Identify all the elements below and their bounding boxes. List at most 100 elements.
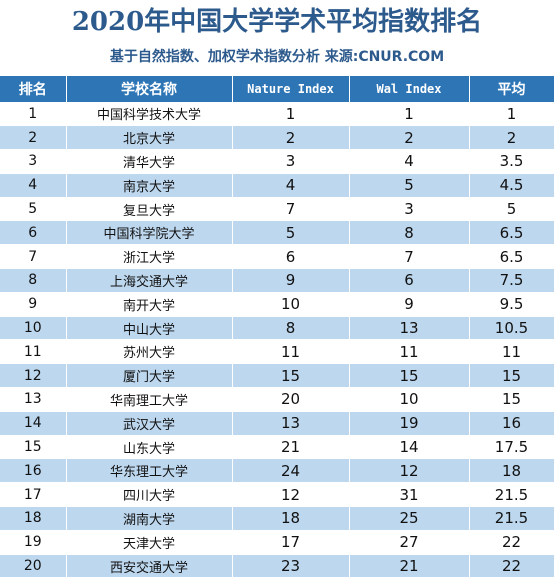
rank-cell: 1 — [0, 102, 67, 127]
page-title: 2020年中国大学学术平均指数排名 — [71, 7, 483, 37]
average-cell: 7.5 — [469, 268, 554, 293]
header-average: 平均 — [469, 76, 554, 102]
nature-index-cell: 15 — [232, 363, 350, 389]
nature-index-cell: 6 — [232, 244, 350, 270]
wal-index-cell: 9 — [349, 292, 470, 317]
header-school: 学校名称 — [66, 76, 233, 102]
table-row: 13 华南理工大学 20 10 15 — [0, 387, 554, 412]
header-rank: 排名 — [0, 76, 67, 102]
wal-index-cell: 27 — [349, 530, 470, 555]
school-cell: 苏州大学 — [66, 339, 233, 365]
average-cell: 6.5 — [469, 244, 554, 270]
school-cell: 复旦大学 — [66, 197, 233, 222]
school-cell: 西安交通大学 — [66, 554, 233, 579]
average-cell: 6.5 — [469, 220, 554, 246]
table-row: 15 山东大学 21 14 17.5 — [0, 435, 554, 460]
rank-cell: 2 — [0, 125, 67, 151]
wal-index-cell: 2 — [349, 125, 470, 151]
rank-cell: 13 — [0, 387, 67, 412]
nature-index-cell: 2 — [232, 125, 350, 151]
rank-cell: 11 — [0, 339, 67, 365]
wal-index-cell: 4 — [349, 149, 470, 174]
table-row: 10 中山大学 8 13 10.5 — [0, 316, 554, 341]
header-wal-index: Wal Index — [349, 76, 470, 102]
school-cell: 浙江大学 — [66, 244, 233, 270]
wal-index-cell: 25 — [349, 506, 470, 531]
rank-cell: 12 — [0, 363, 67, 389]
wal-index-cell: 3 — [349, 197, 470, 222]
wal-index-cell: 11 — [349, 339, 470, 365]
table-row: 1 中国科学技术大学 1 1 1 — [0, 102, 554, 127]
table-row: 3 清华大学 3 4 3.5 — [0, 149, 554, 174]
average-cell: 17.5 — [469, 435, 554, 460]
nature-index-cell: 9 — [232, 268, 350, 293]
table-row: 9 南开大学 10 9 9.5 — [0, 292, 554, 317]
rank-cell: 15 — [0, 435, 67, 460]
school-cell: 南开大学 — [66, 292, 233, 317]
wal-index-cell: 31 — [349, 482, 470, 508]
wal-index-cell: 8 — [349, 220, 470, 246]
table-row: 7 浙江大学 6 7 6.5 — [0, 244, 554, 270]
table-row: 16 华东理工大学 24 12 18 — [0, 458, 554, 484]
average-cell: 2 — [469, 125, 554, 151]
wal-index-cell: 6 — [349, 268, 470, 293]
average-cell: 15 — [469, 363, 554, 389]
nature-index-cell: 24 — [232, 458, 350, 484]
average-cell: 5 — [469, 197, 554, 222]
rank-cell: 3 — [0, 149, 67, 174]
average-cell: 16 — [469, 411, 554, 436]
wal-index-cell: 5 — [349, 173, 470, 198]
school-cell: 湖南大学 — [66, 506, 233, 531]
average-cell: 21.5 — [469, 506, 554, 531]
rank-cell: 18 — [0, 506, 67, 531]
wal-index-cell: 7 — [349, 244, 470, 270]
header-nature-index: Nature Index — [232, 76, 350, 102]
rank-cell: 19 — [0, 530, 67, 555]
school-cell: 南京大学 — [66, 173, 233, 198]
rank-cell: 10 — [0, 316, 67, 341]
nature-index-cell: 4 — [232, 173, 350, 198]
average-cell: 4.5 — [469, 173, 554, 198]
nature-index-cell: 7 — [232, 197, 350, 222]
wal-index-cell: 21 — [349, 554, 470, 579]
school-cell: 中国科学技术大学 — [66, 102, 233, 127]
school-cell: 北京大学 — [66, 125, 233, 151]
average-cell: 15 — [469, 387, 554, 412]
school-cell: 四川大学 — [66, 482, 233, 508]
average-cell: 22 — [469, 554, 554, 579]
table-row: 17 四川大学 12 31 21.5 — [0, 482, 554, 508]
nature-index-cell: 21 — [232, 435, 350, 460]
school-cell: 武汉大学 — [66, 411, 233, 436]
table-row: 12 厦门大学 15 15 15 — [0, 363, 554, 389]
table-row: 14 武汉大学 13 19 16 — [0, 411, 554, 436]
rank-cell: 6 — [0, 220, 67, 246]
nature-index-cell: 11 — [232, 339, 350, 365]
average-cell: 3.5 — [469, 149, 554, 174]
table-header-row: 排名 学校名称 Nature Index Wal Index 平均 — [0, 76, 554, 102]
wal-index-cell: 13 — [349, 316, 470, 341]
rank-cell: 9 — [0, 292, 67, 317]
average-cell: 1 — [469, 102, 554, 127]
school-cell: 天津大学 — [66, 530, 233, 555]
average-cell: 21.5 — [469, 482, 554, 508]
nature-index-cell: 12 — [232, 482, 350, 508]
school-cell: 山东大学 — [66, 435, 233, 460]
school-cell: 华南理工大学 — [66, 387, 233, 412]
ranking-table: 排名 学校名称 Nature Index Wal Index 平均 1 中国科学技… — [0, 76, 554, 579]
nature-index-cell: 10 — [232, 292, 350, 317]
school-cell: 华东理工大学 — [66, 458, 233, 484]
nature-index-cell: 3 — [232, 149, 350, 174]
rank-cell: 4 — [0, 173, 67, 198]
school-cell: 中国科学院大学 — [66, 220, 233, 246]
page-subtitle: 基于自然指数、加权学术指数分析 来源:CNUR.COM — [109, 49, 445, 65]
wal-index-cell: 14 — [349, 435, 470, 460]
table-body: 1 中国科学技术大学 1 1 1 2 北京大学 2 2 2 3 清华大学 3 4 3.5 4 南京大学 4 5 4.5… — [0, 102, 554, 579]
school-cell: 上海交通大学 — [66, 268, 233, 293]
table-row: 5 复旦大学 7 3 5 — [0, 197, 554, 222]
average-cell: 11 — [469, 339, 554, 365]
nature-index-cell: 23 — [232, 554, 350, 579]
wal-index-cell: 12 — [349, 458, 470, 484]
nature-index-cell: 18 — [232, 506, 350, 531]
school-cell: 中山大学 — [66, 316, 233, 341]
